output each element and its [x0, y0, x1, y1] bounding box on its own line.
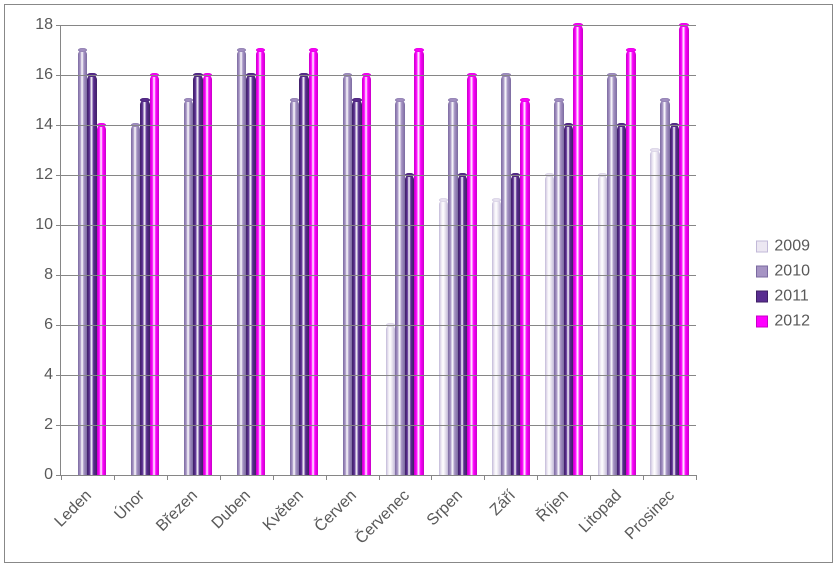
bar [414, 50, 424, 475]
bar [448, 100, 458, 475]
bar [660, 100, 670, 475]
bar [352, 100, 362, 475]
ytick-label: 12 [35, 166, 61, 184]
bar [78, 50, 88, 475]
xtick-mark [379, 475, 380, 480]
gridline [61, 425, 696, 426]
ytick-label: 4 [44, 366, 61, 384]
xtick-mark [590, 475, 591, 480]
gridline [61, 225, 696, 226]
xtick-mark [273, 475, 274, 480]
bar [650, 150, 660, 475]
bar [670, 125, 680, 475]
xtick-mark [114, 475, 115, 480]
gridline [61, 75, 696, 76]
bar [617, 125, 627, 475]
bar [679, 25, 689, 475]
legend-label: 2010 [774, 262, 810, 280]
ytick-label: 6 [44, 316, 61, 334]
gridline [61, 125, 696, 126]
gridline [61, 375, 696, 376]
bar [184, 100, 194, 475]
chart-frame: 024681012141618LedenÚnorBřezenDubenKvěte… [4, 4, 833, 563]
legend-swatch [756, 290, 768, 302]
ytick-label: 16 [35, 66, 61, 84]
xtick-mark [61, 475, 62, 480]
gridline [61, 175, 696, 176]
ytick-label: 8 [44, 266, 61, 284]
bar [237, 50, 247, 475]
xtick-mark [220, 475, 221, 480]
bar [131, 125, 141, 475]
bar [290, 100, 300, 475]
xtick-mark [431, 475, 432, 480]
xtick-mark [167, 475, 168, 480]
ytick-label: 18 [35, 16, 61, 34]
bar [573, 25, 583, 475]
bar-cap [660, 98, 670, 103]
ytick-label: 10 [35, 216, 61, 234]
gridline [61, 275, 696, 276]
bar [395, 100, 405, 475]
legend: 2009 2010 2011 2012 [756, 230, 810, 337]
bar [309, 50, 319, 475]
legend-label: 2009 [774, 237, 810, 255]
legend-label: 2012 [774, 312, 810, 330]
legend-item: 2009 [756, 237, 810, 255]
ytick-label: 2 [44, 416, 61, 434]
legend-label: 2011 [774, 287, 808, 305]
legend-item: 2012 [756, 312, 810, 330]
xtick-mark [484, 475, 485, 480]
bar [626, 50, 636, 475]
gridline [61, 25, 696, 26]
ytick-label: 14 [35, 116, 61, 134]
bar [256, 50, 266, 475]
legend-swatch [756, 240, 768, 252]
plot-area: 024681012141618LedenÚnorBřezenDubenKvěte… [60, 25, 696, 476]
bar-cap [352, 98, 362, 103]
legend-item: 2010 [756, 262, 810, 280]
xtick-mark [696, 475, 697, 480]
gridline [61, 325, 696, 326]
xtick-mark [326, 475, 327, 480]
bar [520, 100, 530, 475]
legend-item: 2011 [756, 287, 810, 305]
bar [439, 200, 449, 475]
bar [492, 200, 502, 475]
legend-swatch [756, 265, 768, 277]
xtick-mark [643, 475, 644, 480]
bars-container [61, 25, 696, 475]
bar [564, 125, 574, 475]
xtick-mark [537, 475, 538, 480]
legend-swatch [756, 315, 768, 327]
ytick-label: 0 [44, 466, 61, 484]
bar [554, 100, 564, 475]
bar [97, 125, 107, 475]
bar [140, 100, 150, 475]
